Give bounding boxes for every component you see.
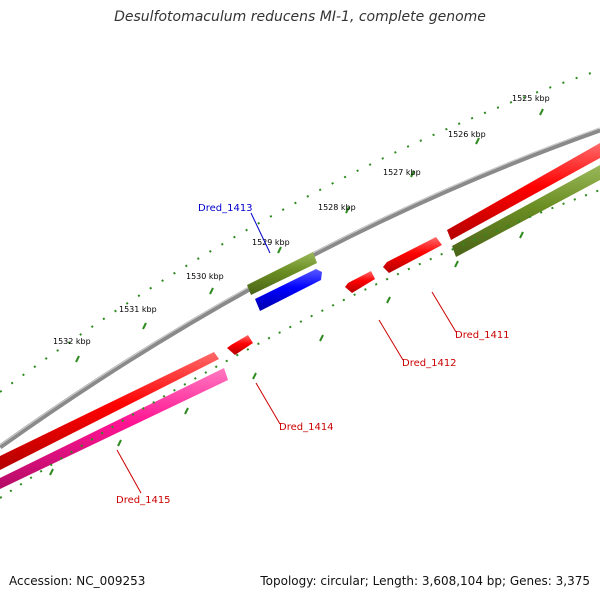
accession-text: Accession: NC_009253: [9, 574, 146, 588]
leader-dred-1415: [116, 449, 142, 494]
feature-red-forward-right: [447, 143, 600, 240]
leader-dred-1414: [255, 382, 281, 425]
feature-blue-dred-1413: [255, 269, 322, 311]
tick-label-1526: 1526 kbp: [448, 130, 486, 139]
feature-red-dred-1414: [227, 335, 253, 355]
outer-major-ticks: [75, 108, 544, 363]
gene-label-dred-1413[interactable]: Dred_1413: [198, 203, 253, 214]
leader-dred-1413: [250, 212, 271, 254]
tick-label-1525: 1525 kbp: [512, 94, 550, 103]
feature-olive-right: [452, 165, 600, 257]
feature-red-forward-left: [0, 352, 219, 470]
tick-label-1531: 1531 kbp: [119, 305, 157, 314]
genome-summary-text: Topology: circular; Length: 3,608,104 bp…: [260, 574, 590, 588]
tick-label-1530: 1530 kbp: [186, 272, 224, 281]
feature-olive-dred-1413: [247, 252, 317, 295]
map-title: Desulfotomaculum reducens MI-1, complete…: [114, 9, 486, 25]
feature-red-dred-1412: [345, 271, 375, 293]
gene-label-dred-1414[interactable]: Dred_1414: [279, 422, 334, 433]
leader-dred-1412: [378, 319, 404, 361]
tick-label-1527: 1527 kbp: [383, 168, 421, 177]
tick-label-1532: 1532 kbp: [53, 337, 91, 346]
feature-pink: [0, 368, 228, 489]
leader-dred-1411: [431, 291, 457, 333]
tick-label-1528: 1528 kbp: [318, 203, 356, 212]
inner-major-ticks: [49, 231, 524, 476]
tick-label-1529: 1529 kbp: [252, 238, 290, 247]
gene-label-dred-1411[interactable]: Dred_1411: [455, 330, 510, 341]
gene-label-dred-1412[interactable]: Dred_1412: [402, 358, 457, 369]
feature-red-dred-1411: [383, 237, 442, 273]
gene-label-dred-1415[interactable]: Dred_1415: [116, 495, 171, 506]
